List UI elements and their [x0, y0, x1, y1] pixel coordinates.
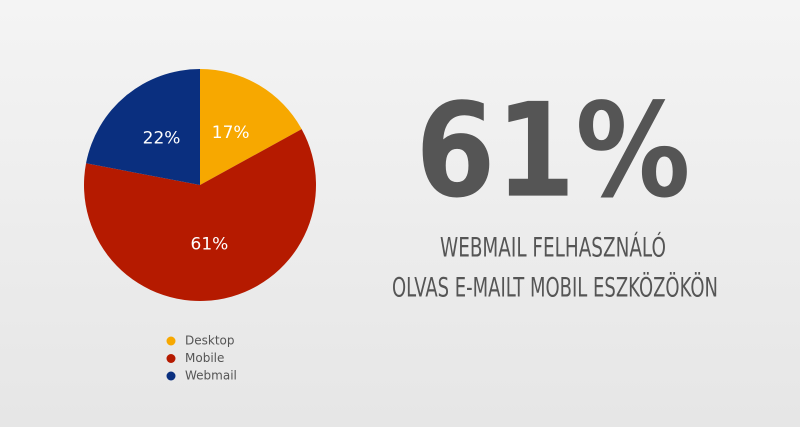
caption-line: WEBMAIL FELHASZNÁLÓ: [440, 232, 666, 264]
slice-label: 17%: [212, 123, 250, 143]
legend-label: Webmail: [185, 369, 237, 383]
legend-marker: [166, 354, 176, 363]
slice-label: 22%: [143, 129, 181, 149]
legend-label: Desktop: [185, 334, 235, 348]
legend-label: Mobile: [185, 351, 224, 365]
legend-marker: [166, 336, 176, 346]
slice-label: 61%: [191, 235, 229, 255]
legend-marker: [166, 371, 176, 381]
pie-slice: [86, 68, 200, 185]
caption-line: OLVAS E-MAILT MOBIL ESZKÖZÖKÖN: [392, 272, 718, 304]
pie-slice: [83, 129, 316, 301]
headline: 61%: [416, 75, 691, 227]
pie-slice: [200, 69, 302, 185]
